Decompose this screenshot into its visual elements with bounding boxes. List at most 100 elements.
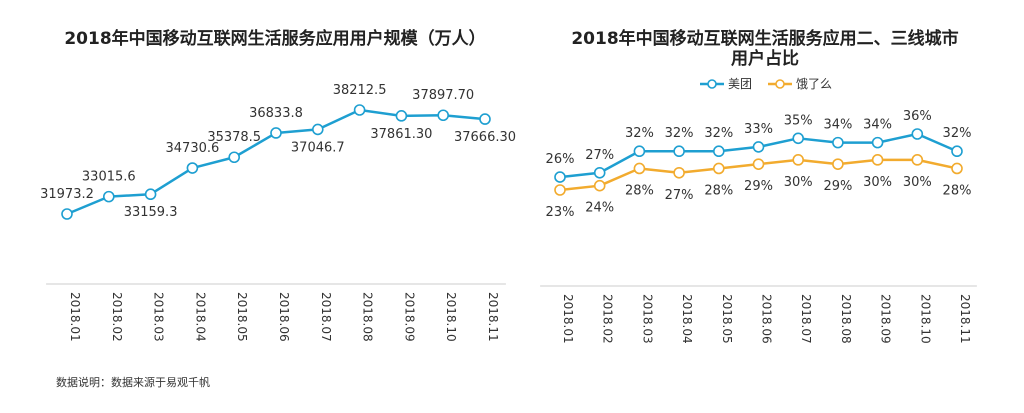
right-chart-series-0-line xyxy=(559,132,958,179)
right-chart-series-1-data-label: 24% xyxy=(585,201,614,216)
right-chart-series-1-data-label: 29% xyxy=(744,179,773,194)
right-chart-series-0-data-label: 26% xyxy=(546,152,575,167)
right-chart-series-0-data-label: 32% xyxy=(665,126,694,141)
right-chart-series-1-data-label: 30% xyxy=(784,175,813,190)
right-chart-series-0-data-label: 33% xyxy=(744,122,773,137)
left-chart-x-tick-label: 2018.03 xyxy=(152,292,166,342)
left-chart-series-0-point xyxy=(479,113,491,125)
right-chart-series-0-data-label: 32% xyxy=(625,126,654,141)
right-chart-series-1-data-label: 28% xyxy=(943,183,972,198)
right-chart-x-tick-label: 2018.05 xyxy=(720,294,734,344)
left-chart-series-0-point xyxy=(186,162,199,174)
left-chart-series-0-point xyxy=(144,188,157,201)
right-chart-x-tick-label: 2018.09 xyxy=(879,294,893,344)
right-chart-series-1-point xyxy=(871,154,884,166)
left-chart-series-0-data-label: 37897.70 xyxy=(412,88,474,103)
left-chart-series-0-data-label: 31973.2 xyxy=(40,187,94,202)
right-chart-series-1-point xyxy=(832,158,844,170)
left-chart: 2018.01 2018.02 2018.03 2018.04 2018.05 2018.… xyxy=(40,83,516,342)
right-chart-series-1-point xyxy=(911,154,924,166)
right-chart-x-tick-label: 2018.08 xyxy=(839,294,853,344)
right-chart-series-0-data-label: 35% xyxy=(784,113,813,128)
right-chart-series-1-point xyxy=(633,162,646,175)
right-chart-title-line2: 用户占比 xyxy=(731,48,799,69)
left-chart-x-tick-label: 2018.10 xyxy=(444,292,458,342)
right-chart-series-0-data-label: 27% xyxy=(585,148,614,163)
right-chart-series-1-data-label: 30% xyxy=(903,175,932,190)
right-chart-series-0-point xyxy=(951,145,963,158)
left-chart-series-0-point xyxy=(228,151,240,164)
right-chart-series-0-point xyxy=(673,145,685,158)
right-chart-series-1-data-label: 29% xyxy=(823,179,852,194)
right-chart-x-tick-label: 2018.01 xyxy=(561,294,575,344)
right-chart-series-1-point xyxy=(554,184,566,196)
left-chart-series-0-data-label: 36833.8 xyxy=(249,106,303,121)
left-chart-title: 2018年中国移动互联网生活服务应用用户规模（万人） xyxy=(64,28,485,49)
right-chart-series-0-point xyxy=(911,128,924,140)
legend-swatch-marker xyxy=(775,79,785,89)
left-chart-x-tick-label: 2018.09 xyxy=(402,292,416,342)
left-chart-x-tick-label: 2018.08 xyxy=(361,292,375,342)
footnote: 数据说明：数据来源于易观千帆 xyxy=(56,376,210,389)
right-chart-series-1-data-label: 30% xyxy=(863,175,892,190)
right-chart-title-line1: 2018年中国移动互联网生活服务应用二、三线城市 xyxy=(571,28,958,49)
right-chart-series-0-data-label: 32% xyxy=(704,126,733,141)
right-chart-x-tick-label: 2018.03 xyxy=(640,294,654,344)
left-chart-x-tick-label: 2018.06 xyxy=(277,292,291,342)
legend-entry-label: 饿了么 xyxy=(796,77,832,91)
right-chart-series-0-data-label: 32% xyxy=(943,126,972,141)
left-chart-series-0-point xyxy=(103,190,115,203)
left-chart-series-0-point xyxy=(437,109,450,122)
left-chart-x-tick-label: 2018.01 xyxy=(68,292,82,342)
right-chart-x-tick-label: 2018.06 xyxy=(760,294,774,344)
left-chart-x-tick-label: 2018.11 xyxy=(486,292,500,342)
left-chart-x-tick-label: 2018.05 xyxy=(235,292,249,342)
right-chart-series-1-point xyxy=(593,179,606,192)
right-chart-series-1-data-label: 27% xyxy=(665,188,694,203)
legend-entry-label: 美团 xyxy=(728,77,752,91)
right-chart-series-1-point xyxy=(752,158,765,170)
left-chart-series-0-point xyxy=(270,127,282,139)
left-chart-series-0-data-label: 37666.30 xyxy=(454,130,516,145)
right-chart-series-0-data-label: 34% xyxy=(863,118,892,133)
right-chart-series-0-point xyxy=(554,171,566,183)
right-chart-x-tick-label: 2018.10 xyxy=(918,294,932,344)
right-chart-series-1-data-label: 23% xyxy=(546,205,575,220)
right-chart-series-0-data-label: 36% xyxy=(903,109,932,124)
left-chart-x-tick-label: 2018.07 xyxy=(319,292,333,342)
left-chart-x-tick-label: 2018.04 xyxy=(193,292,207,342)
legend-swatch-marker xyxy=(707,79,717,89)
left-chart-series-0-data-label: 38212.5 xyxy=(333,83,387,98)
right-chart-series-1-point xyxy=(712,162,725,175)
right-chart-series-1-data-label: 28% xyxy=(625,183,654,198)
left-chart-series-0-point xyxy=(353,104,366,116)
right-chart-x-tick-label: 2018.02 xyxy=(601,294,615,344)
left-chart-series-0-data-label: 37861.30 xyxy=(370,127,432,142)
left-chart-series-0-point xyxy=(395,110,408,122)
right-chart-series-0-data-label: 34% xyxy=(823,118,852,133)
right-chart-x-tick-label: 2018.04 xyxy=(680,294,694,344)
left-chart-series-0-data-label: 34730.6 xyxy=(166,141,220,156)
right-chart: 2018.01 2018.02 2018.03 2018.04 2018.05 2018.… xyxy=(540,109,977,344)
right-chart-legend: 美团 饿了么 xyxy=(700,77,832,91)
right-chart-series-0-point xyxy=(832,136,844,149)
right-chart-series-0-point xyxy=(633,145,646,158)
left-chart-series-0-line xyxy=(66,108,486,216)
left-chart-series-0-point xyxy=(61,208,73,220)
right-chart-series-0-point xyxy=(712,145,725,158)
left-chart-series-0-point xyxy=(311,123,324,136)
right-chart-series-1-data-label: 28% xyxy=(704,183,733,198)
left-chart-series-0-data-label: 35378.5 xyxy=(207,130,261,145)
left-chart-series-0-data-label: 37046.7 xyxy=(291,140,345,155)
left-chart-x-tick-label: 2018.02 xyxy=(110,292,124,342)
right-chart-series-0-point xyxy=(752,141,765,153)
right-chart-x-tick-label: 2018.07 xyxy=(799,294,813,344)
right-chart-series-0-point xyxy=(792,132,805,145)
right-chart-x-tick-label: 2018.11 xyxy=(958,294,972,344)
right-chart-series-0-point xyxy=(871,136,884,149)
right-chart-series-0-point xyxy=(593,166,606,179)
right-chart-series-1-point xyxy=(673,166,685,179)
right-chart-series-1-point xyxy=(792,154,805,166)
